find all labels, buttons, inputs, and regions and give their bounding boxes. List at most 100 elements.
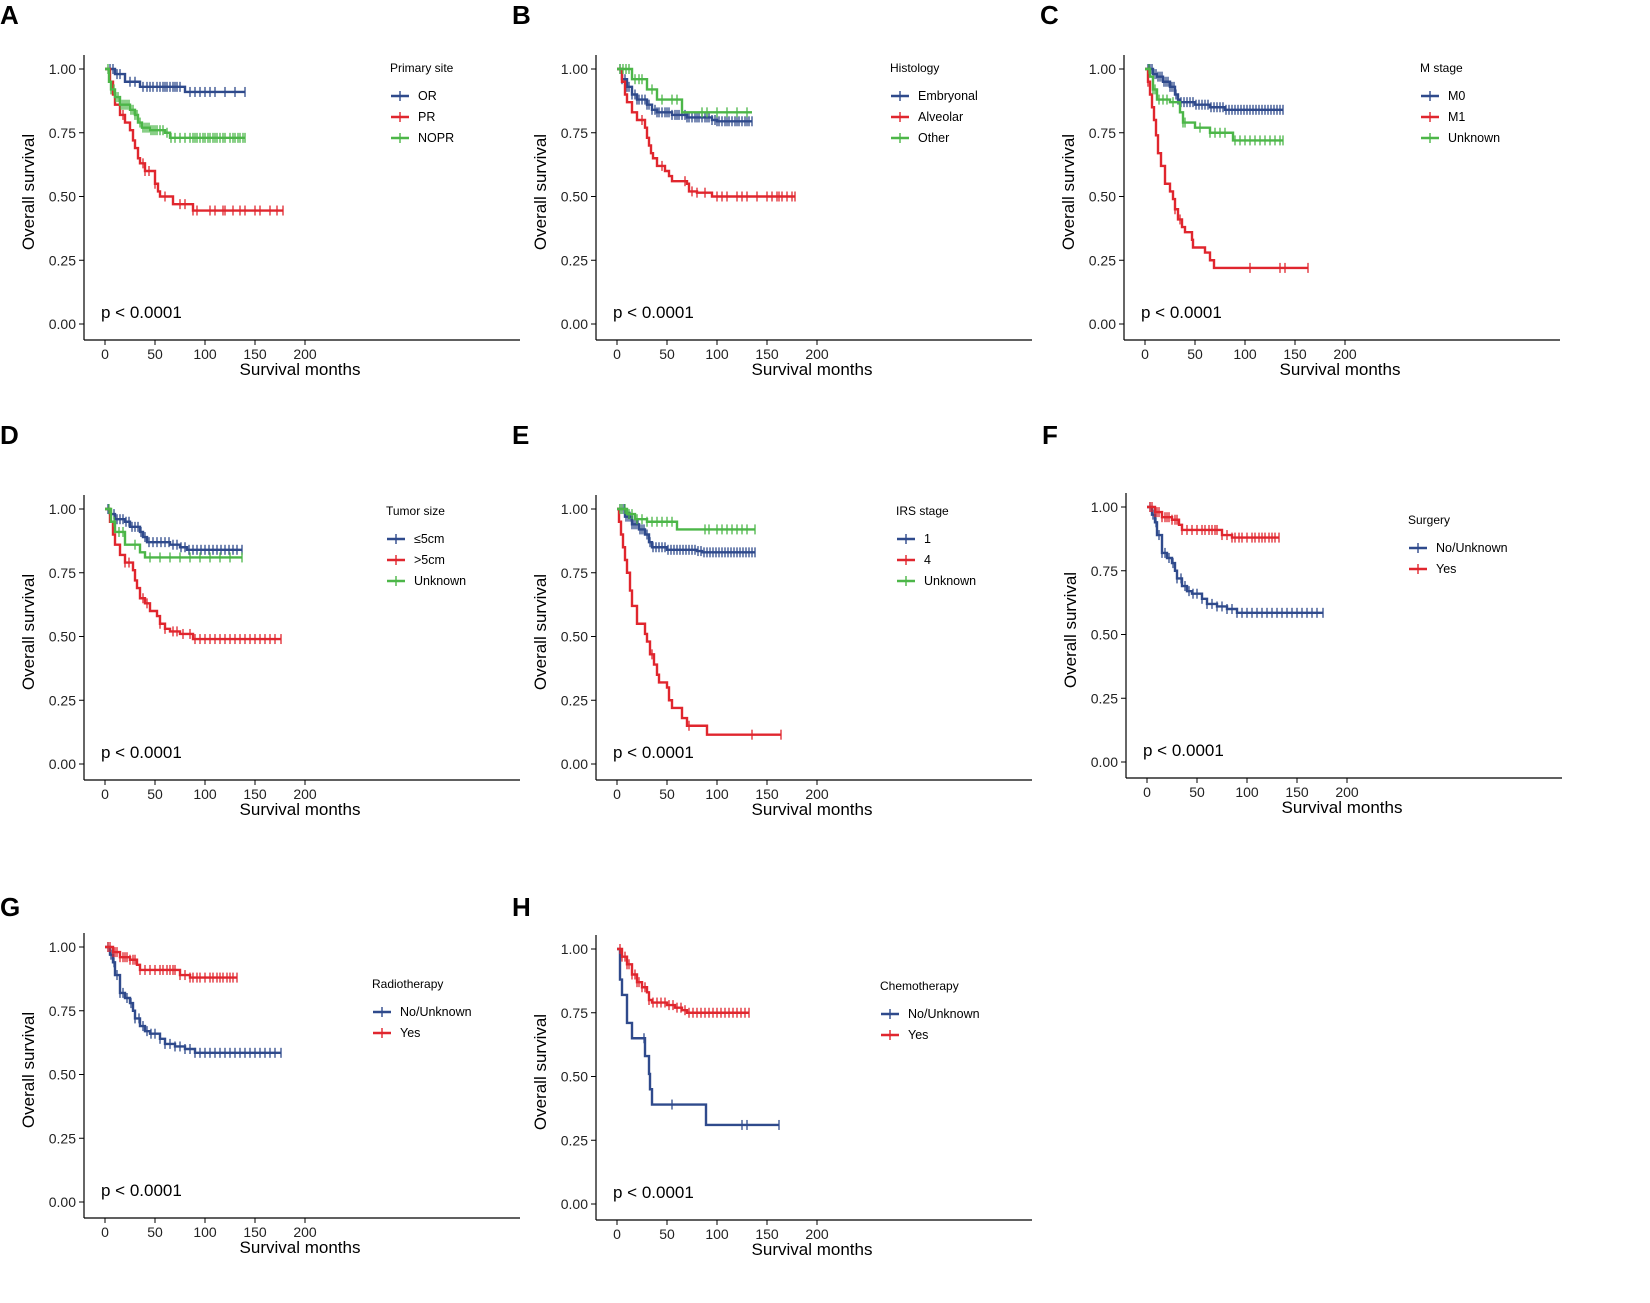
x-axis-title: Survival months	[1282, 798, 1403, 817]
y-tick-label: 0.00	[49, 316, 76, 332]
legend-title: Tumor size	[386, 504, 445, 518]
x-tick-label: 100	[705, 786, 729, 802]
x-tick-label: 100	[1235, 784, 1259, 800]
legend-label: 4	[924, 553, 931, 567]
series-1	[617, 504, 756, 558]
legend-label: Unknown	[924, 574, 976, 588]
series-m0	[1145, 64, 1284, 115]
y-tick-label: 0.50	[561, 629, 588, 645]
y-tick-label: 0.75	[49, 565, 76, 581]
series-yes	[105, 942, 238, 983]
series-other	[617, 64, 752, 118]
x-tick-label: 50	[147, 1224, 163, 1240]
y-tick-label: 0.25	[561, 252, 588, 268]
x-tick-label: 150	[243, 346, 267, 362]
km-panel-b: B 0 50 100 150 200 0.00 0.25 0.50 0.75 1.00 Surviva…	[512, 0, 1032, 379]
x-tick-label: 0	[1143, 784, 1151, 800]
legend-label: Yes	[908, 1028, 928, 1042]
y-tick-label: 0.00	[49, 756, 76, 772]
y-tick-label: 0.00	[1089, 316, 1116, 332]
km-panel-h: H 0 50 100 150 200 0.00 0.25 0.50 0.75 1.00 Surviva…	[512, 892, 1032, 1259]
series--5cm	[105, 504, 243, 555]
y-tick-label: 1.00	[561, 61, 588, 77]
survival-curve	[617, 947, 779, 1127]
x-tick-label: 0	[613, 346, 621, 362]
x-tick-label: 200	[805, 786, 829, 802]
x-tick-label: 200	[805, 1226, 829, 1242]
series-no-unknown	[1147, 502, 1324, 618]
legend: IRS stage 1 4 Unknown	[896, 504, 976, 588]
x-tick-label: 100	[1233, 346, 1257, 362]
y-tick-label: 0.50	[49, 1067, 76, 1083]
y-tick-label: 0.00	[49, 1194, 76, 1210]
x-tick-label: 100	[193, 346, 217, 362]
panel-letter: E	[512, 420, 529, 450]
panel-letter: C	[1040, 0, 1059, 30]
x-tick-label: 0	[1141, 346, 1149, 362]
x-tick-label: 200	[1335, 784, 1359, 800]
series-m1	[1145, 67, 1309, 273]
legend-title: IRS stage	[896, 504, 949, 518]
panel-letter: B	[512, 0, 531, 30]
legend: Surgery No/Unknown Yes	[1408, 513, 1508, 576]
x-axis-title: Survival months	[1280, 360, 1401, 379]
series--5cm	[105, 507, 282, 645]
survival-curve	[105, 507, 242, 559]
x-tick-label: 0	[101, 1224, 109, 1240]
y-tick-label: 0.50	[561, 189, 588, 205]
p-value-label: p < 0.0001	[101, 743, 182, 762]
y-axis-title: Overall survival	[531, 134, 550, 250]
legend-label: No/Unknown	[1436, 541, 1508, 555]
series-unknown	[105, 504, 243, 563]
survival-curve	[105, 67, 245, 94]
km-panel-c: C 0 50 100 150 200 0.00 0.25 0.50 0.75 1.00 Surviva…	[1040, 0, 1560, 379]
series-embryonal	[617, 64, 753, 127]
legend-label: ≤5cm	[414, 532, 444, 546]
y-tick-label: 0.25	[49, 1130, 76, 1146]
y-axis-title: Overall survival	[531, 1014, 550, 1130]
x-tick-label: 150	[755, 346, 779, 362]
x-tick-label: 100	[705, 1226, 729, 1242]
x-axis-title: Survival months	[752, 800, 873, 819]
p-value-label: p < 0.0001	[613, 1183, 694, 1202]
legend-label: M0	[1448, 89, 1465, 103]
km-panel-f: F 0 50 100 150 200 0.00 0.25 0.50 0.75 1.00 Surviva…	[1042, 420, 1562, 817]
y-tick-label: 0.75	[49, 125, 76, 141]
km-panel-d: D 0 50 100 150 200 0.00 0.25 0.50 0.75 1.00 Surviva…	[0, 420, 520, 819]
series-yes	[617, 944, 750, 1018]
y-tick-label: 1.00	[49, 939, 76, 955]
x-tick-label: 50	[147, 346, 163, 362]
y-tick-label: 0.25	[1091, 690, 1118, 706]
y-tick-label: 0.50	[1089, 189, 1116, 205]
y-tick-label: 0.00	[561, 316, 588, 332]
legend-label: Alveolar	[918, 110, 963, 124]
panel-letter: G	[0, 892, 20, 922]
y-tick-label: 0.75	[1089, 125, 1116, 141]
x-tick-label: 100	[705, 346, 729, 362]
y-tick-label: 1.00	[1089, 61, 1116, 77]
legend-label: >5cm	[414, 553, 445, 567]
y-tick-label: 0.00	[1091, 754, 1118, 770]
survival-curve	[105, 67, 283, 212]
legend: Tumor size ≤5cm >5cm Unknown	[386, 504, 466, 588]
y-tick-label: 0.50	[49, 189, 76, 205]
y-tick-label: 1.00	[49, 61, 76, 77]
x-tick-label: 100	[193, 1224, 217, 1240]
x-tick-label: 0	[101, 346, 109, 362]
x-tick-label: 0	[101, 786, 109, 802]
legend-label: No/Unknown	[908, 1007, 980, 1021]
km-panel-a: A 0 50 100 150 200 0.00 0.25 0.50 0.75 1.00 Surviva…	[0, 0, 520, 379]
x-tick-label: 50	[659, 786, 675, 802]
y-tick-label: 1.00	[561, 941, 588, 957]
legend-label: Yes	[1436, 562, 1456, 576]
p-value-label: p < 0.0001	[101, 303, 182, 322]
panel-letter: A	[0, 0, 19, 30]
legend-label: No/Unknown	[400, 1005, 472, 1019]
x-tick-label: 150	[755, 1226, 779, 1242]
y-tick-label: 0.25	[561, 1132, 588, 1148]
x-axis-title: Survival months	[240, 360, 361, 379]
survival-curve	[617, 507, 755, 531]
legend-label: 1	[924, 532, 931, 546]
legend-label: Unknown	[414, 574, 466, 588]
